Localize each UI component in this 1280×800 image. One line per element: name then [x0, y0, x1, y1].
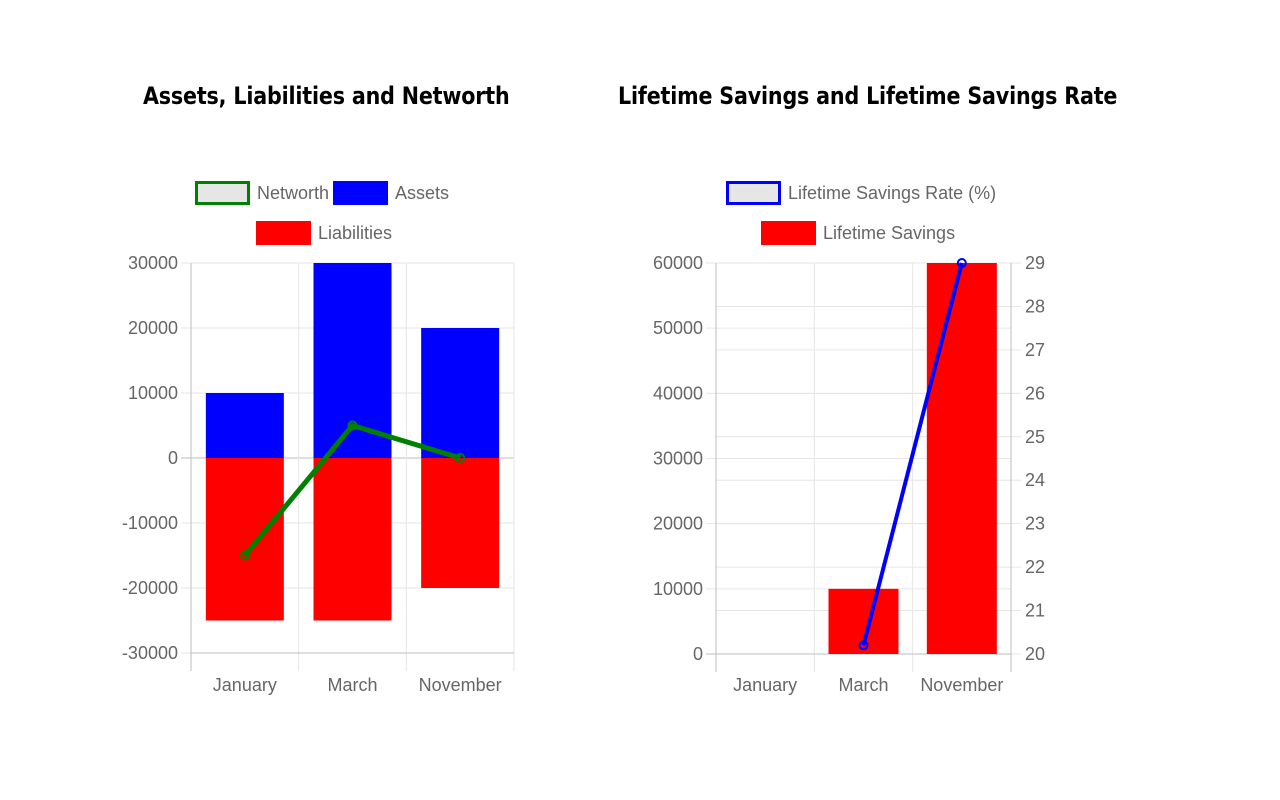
- y2-tick-label: 21: [1025, 601, 1045, 621]
- point-savings-rate-march: [858, 640, 869, 651]
- y2-tick-label: 29: [1025, 253, 1045, 273]
- bar-liabilities-january: [205, 458, 284, 621]
- line-networth: [242, 423, 461, 558]
- y-tick-label: 60000: [653, 253, 703, 273]
- y2-tick-label: 28: [1025, 296, 1045, 316]
- legend-label-lifetime-savings-rate: Lifetime Savings Rate (%): [788, 183, 996, 203]
- x-tick-label: November: [419, 675, 502, 695]
- bar-assets-january: [205, 393, 284, 458]
- y-tick-label: -30000: [122, 643, 178, 663]
- bar-assets-november: [421, 328, 500, 458]
- legend-swatch-liabilities: [256, 221, 311, 245]
- legend-swatch-assets: [333, 181, 388, 205]
- y-tick-label: 10000: [653, 579, 703, 599]
- y2-tick-label: 25: [1025, 427, 1045, 447]
- bar-liabilities-march: [313, 458, 392, 621]
- y-tick-label: 0: [693, 644, 703, 664]
- y2-tick-label: 26: [1025, 383, 1045, 403]
- point-networth-march: [347, 420, 358, 431]
- x-tick-label: January: [733, 675, 797, 695]
- y-tick-label: 20000: [128, 318, 178, 338]
- y-tick-label: 20000: [653, 514, 703, 534]
- line-lifetime-savings-rate: [861, 262, 964, 646]
- y2-tick-label: 24: [1025, 470, 1045, 490]
- y2-tick-label: 27: [1025, 340, 1045, 360]
- legend-label-lifetime-savings: Lifetime Savings: [823, 223, 955, 243]
- y-tick-label: 30000: [128, 253, 178, 273]
- x-tick-label: March: [838, 675, 888, 695]
- legend-swatch-lifetime-savings-rate: [726, 181, 781, 205]
- chart-title-assets-liabilities: Assets, Liabilities and Networth: [143, 82, 510, 110]
- y-tick-label: 40000: [653, 383, 703, 403]
- x-tick-label: March: [327, 675, 377, 695]
- legend-label-assets: Assets: [395, 183, 449, 203]
- legend-label-liabilities: Liabilities: [318, 223, 392, 243]
- y2-tick-label: 20: [1025, 644, 1045, 664]
- y-tick-label: -10000: [122, 513, 178, 533]
- y-tick-label: 30000: [653, 449, 703, 469]
- x-tick-label: January: [213, 675, 277, 695]
- legend-swatch-lifetime-savings: [761, 221, 816, 245]
- y2-tick-label: 23: [1025, 514, 1045, 534]
- y2-tick-label: 22: [1025, 557, 1045, 577]
- point-networth-january: [239, 550, 250, 561]
- bar-liabilities-november: [421, 458, 500, 588]
- chart-title-lifetime-savings: Lifetime Savings and Lifetime Savings Ra…: [618, 82, 1118, 110]
- legend-label-networth: Networth: [257, 183, 329, 203]
- x-tick-label: November: [920, 675, 1003, 695]
- y-tick-label: 50000: [653, 318, 703, 338]
- point-savings-rate-november: [956, 258, 967, 268]
- bar-lifetime-savings-november: [926, 263, 997, 654]
- y-tick-label: 10000: [128, 383, 178, 403]
- y-tick-label: 0: [168, 448, 178, 468]
- point-networth-november: [455, 453, 466, 463]
- y-tick-label: -20000: [122, 578, 178, 598]
- legend-swatch-networth: [195, 181, 250, 205]
